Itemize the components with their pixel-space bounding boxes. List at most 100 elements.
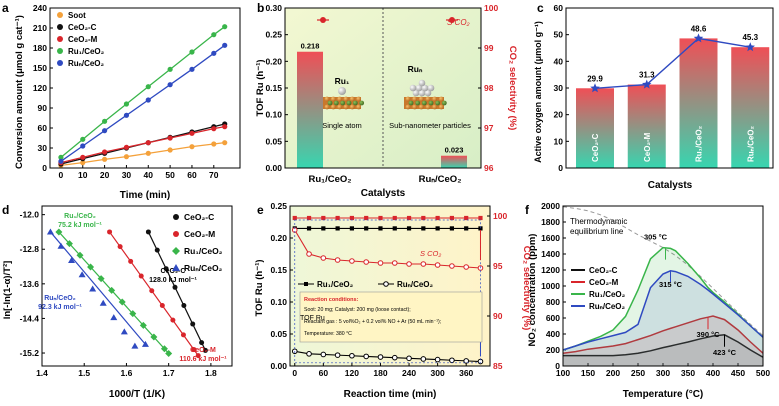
a-point-run-4 bbox=[145, 97, 151, 103]
a-point-run-7 bbox=[211, 50, 217, 56]
f-line-thermo bbox=[562, 206, 764, 336]
b-slab-atom-0-1-0 bbox=[327, 100, 333, 106]
f-peak-ru1-label: 305 °C bbox=[644, 233, 668, 242]
panel-b-xlabel: Catalysts bbox=[361, 188, 406, 199]
d-point-run-5 bbox=[99, 299, 107, 306]
e-point-tof_ru1-1 bbox=[306, 226, 312, 231]
b-slab-atom-0-1-5 bbox=[359, 100, 365, 106]
a-point-soot-7 bbox=[211, 141, 217, 147]
a-legend-marker-ceo2m bbox=[57, 36, 63, 42]
a-point-ru1-2 bbox=[101, 118, 108, 124]
a-point-ru1-7 bbox=[211, 32, 217, 38]
e-xtick-label-6: 360 bbox=[459, 368, 473, 378]
f-ytick-label-7: 1400 bbox=[541, 249, 560, 259]
d-point-run-0 bbox=[46, 228, 54, 235]
b-category-label-0: Ru₁/CeO₂ bbox=[309, 174, 352, 185]
c-star-marker-1 bbox=[642, 79, 652, 89]
d-fit-line-ru1 bbox=[58, 231, 170, 354]
b-slab-atom-1-1-3 bbox=[428, 100, 434, 106]
e-right-ytick-label-3: 100 bbox=[493, 211, 507, 221]
d-point-ceo2c-0 bbox=[145, 229, 151, 235]
c-star-marker-2 bbox=[693, 33, 704, 43]
b-slab-atom-0-1-3 bbox=[346, 100, 352, 106]
e-point-sel_run-6 bbox=[377, 260, 384, 266]
f-ytick-label-1: 200 bbox=[546, 345, 560, 355]
f-xtick-label-0: 100 bbox=[556, 368, 570, 378]
f-peak-ceo2m-label: 390 °C bbox=[696, 330, 720, 339]
e-right-ytick-label-2: 95 bbox=[493, 261, 503, 271]
d-point-ru1-8 bbox=[139, 321, 147, 329]
e-point-tof_run-6 bbox=[377, 354, 384, 360]
a-point-soot-3 bbox=[123, 154, 130, 160]
a-point-ru1-6 bbox=[189, 49, 195, 55]
b-slab-atom-0-2-0 bbox=[324, 104, 330, 110]
a-legend-label-run: Ruₙ/CeO₂ bbox=[68, 59, 105, 68]
f-legend-label-ceo2c: CeO₂-C bbox=[589, 266, 618, 275]
a-ytick-label-7: 210 bbox=[33, 23, 47, 33]
c-star-marker-0 bbox=[590, 83, 600, 93]
e-right-ytick-label-0: 85 bbox=[493, 361, 503, 371]
panel-a-xlabel: Time (min) bbox=[120, 190, 170, 201]
a-point-ceo2m-1 bbox=[80, 154, 86, 160]
b-bar-value-0: 0.218 bbox=[301, 42, 320, 51]
a-point-ceo2m-6 bbox=[189, 130, 195, 136]
d-point-ceo2m-6 bbox=[170, 317, 176, 323]
d-point-ru1-6 bbox=[118, 298, 126, 306]
e-xtick-label-0: 0 bbox=[292, 368, 297, 378]
e-point-tof_run-2 bbox=[320, 351, 327, 358]
f-ytick-label-2: 400 bbox=[546, 329, 560, 339]
inset-label-run: Ruₙ bbox=[408, 64, 423, 74]
a-xtick-label-7: 70 bbox=[209, 170, 219, 180]
f-ytick-label-4: 800 bbox=[546, 297, 560, 307]
d-legend-label-ru1: Ru₁/CeO₂ bbox=[184, 246, 223, 256]
b-ytick-label-5: 0.25 bbox=[265, 30, 282, 40]
panel-e-ylabel-right: CO₂ selectivity (%) bbox=[521, 246, 532, 330]
panel-a-ylabel: Conversion amount (μmol g cat⁻¹) bbox=[14, 15, 25, 169]
d-xtick-label-3: 1.7 bbox=[163, 368, 175, 378]
e-point-sel_run-1 bbox=[306, 251, 312, 257]
e-point-tof_run-9 bbox=[420, 356, 427, 362]
a-point-soot-4 bbox=[145, 150, 151, 156]
a-ytick-label-2: 60 bbox=[38, 123, 48, 133]
e-point-tof_ru1-10 bbox=[435, 226, 440, 231]
e-point-tof_run-5 bbox=[363, 353, 369, 360]
e-xtick-label-2: 120 bbox=[345, 368, 359, 378]
panel-e-legend: Ru₁/CeO₂ Ruₙ/CeO₂ bbox=[298, 280, 434, 289]
b-selectivity-point-1 bbox=[449, 17, 455, 23]
d-point-ru1-7 bbox=[129, 310, 137, 318]
b-slab-atom-1-2-2 bbox=[418, 104, 424, 110]
e-ytick-label-4: 0.20 bbox=[270, 233, 287, 243]
e-point-sel_ru1-1 bbox=[306, 215, 312, 221]
d-point-ceo2c-7 bbox=[202, 347, 208, 353]
b-slab-atom-1-0-4 bbox=[432, 96, 438, 102]
d-ytick-label-3: -14.4 bbox=[20, 313, 40, 323]
b-slab-atom-1-0-3 bbox=[425, 96, 431, 102]
c-bar-value-2: 48.6 bbox=[691, 24, 707, 33]
a-point-ceo2m-7 bbox=[211, 126, 217, 132]
b-slab-atom-0-2-5 bbox=[356, 104, 362, 110]
f-xtick-label-2: 200 bbox=[606, 368, 620, 378]
f-xtick-label-3: 250 bbox=[631, 368, 645, 378]
d-annotation-ceo2m-1: 110.6 kJ mol⁻¹ bbox=[179, 356, 227, 363]
a-ytick-label-3: 90 bbox=[38, 103, 48, 113]
f-ytick-label-0: 0 bbox=[555, 361, 560, 371]
d-point-ru1-10 bbox=[160, 345, 168, 353]
f-legend-label-run: Ruₙ/CeO₂ bbox=[589, 302, 626, 311]
c-ytick-label-2: 20 bbox=[554, 110, 564, 120]
e-legend-marker-tof_run bbox=[383, 281, 389, 287]
ru-single-atom bbox=[338, 87, 346, 95]
d-point-run-4 bbox=[89, 285, 97, 292]
d-point-ru1-1 bbox=[65, 240, 73, 248]
ru-cluster-atom-4 bbox=[421, 84, 429, 92]
f-xtick-label-7: 450 bbox=[731, 368, 745, 378]
ru-cluster-atom-0 bbox=[412, 89, 420, 97]
e-point-tof_ru1-13 bbox=[478, 226, 483, 231]
d-point-ru1-3 bbox=[87, 263, 95, 271]
e-guide-box bbox=[294, 219, 481, 364]
e-point-sel_ru1-11 bbox=[449, 215, 455, 221]
e-point-tof_run-3 bbox=[334, 352, 341, 358]
f-xtick-label-6: 400 bbox=[706, 368, 720, 378]
panel-e: e 0 60 120 180 240 300 360 0.00 0.05 0.10 0.15 0.20… bbox=[254, 201, 532, 400]
d-point-ceo2m-5 bbox=[159, 302, 165, 308]
e-point-tof_run-11 bbox=[449, 357, 455, 364]
